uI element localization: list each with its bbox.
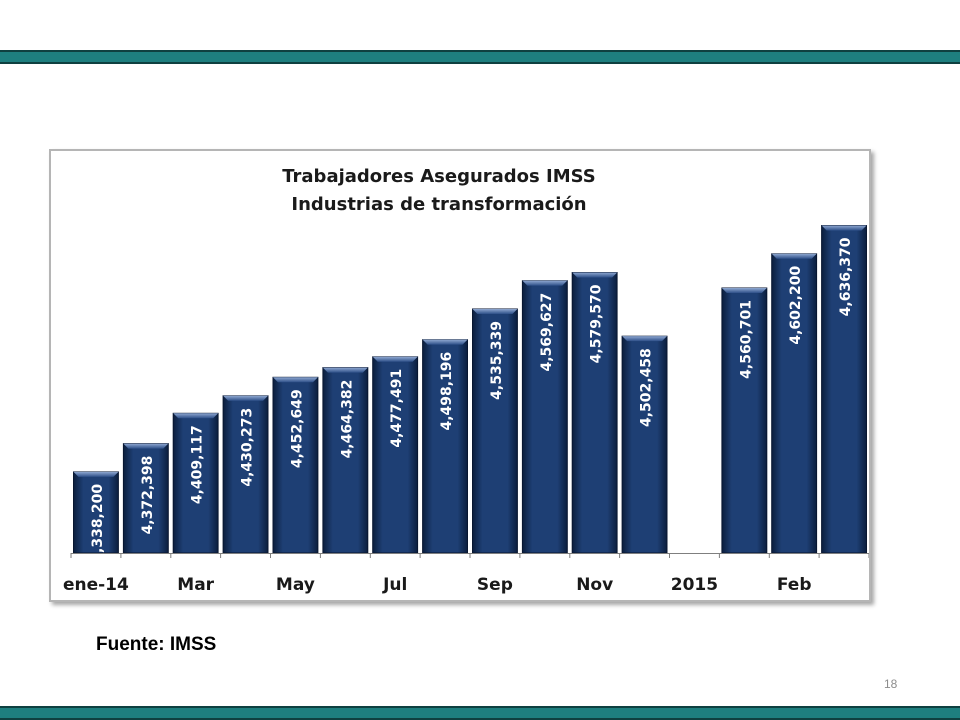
- chart-title: Trabajadores Asegurados IMSS: [282, 166, 596, 187]
- bar-bevel: [73, 471, 119, 477]
- bar-group: 4,602,200: [771, 253, 818, 554]
- bar-data-label: 4,579,570: [589, 284, 605, 363]
- bar-bevel: [771, 253, 817, 259]
- bar-chart: Trabajadores Asegurados IMSS Industrias …: [63, 166, 869, 595]
- bar: [222, 395, 269, 554]
- bar-group: 4,498,196: [422, 339, 469, 554]
- chart-frame: Trabajadores Asegurados IMSS Industrias …: [49, 149, 871, 602]
- bar-group: 4,409,117: [172, 412, 219, 554]
- x-tick-label: Jul: [382, 575, 407, 595]
- bar-data-label: 4,569,627: [539, 293, 555, 372]
- bar-data-label: 4,498,196: [439, 352, 455, 431]
- bar: [521, 280, 568, 554]
- x-tick-label: ene-14: [63, 575, 129, 595]
- bar-group: 4,430,273: [222, 395, 269, 554]
- bar-data-label: 4,409,117: [190, 425, 206, 504]
- bar-group: 4,477,491: [372, 356, 419, 554]
- bar-data-label: 4,477,491: [389, 369, 405, 448]
- bar-bevel: [472, 308, 518, 314]
- bar-data-label: 4,636,370: [838, 237, 854, 316]
- bar-group: 4,579,570: [571, 272, 618, 554]
- bar-data-label: 4,602,200: [788, 266, 804, 345]
- bar: [721, 287, 768, 554]
- bar-data-label: 4,452,649: [289, 389, 305, 468]
- bottom-accent-band: [0, 706, 960, 720]
- bar-data-label: 4,338,200: [90, 484, 106, 563]
- bar-bevel: [522, 280, 568, 286]
- bar: [621, 335, 668, 554]
- x-tick-label: Sep: [477, 575, 513, 595]
- bar-group: 4,338,200: [73, 471, 119, 563]
- page-number: 18: [884, 677, 898, 691]
- bar-data-label: 4,560,701: [738, 300, 754, 379]
- bar-data-label: 4,535,339: [489, 321, 505, 400]
- bar-bevel: [272, 377, 318, 383]
- bar-bevel: [721, 288, 767, 294]
- source-note: Fuente: IMSS: [96, 634, 217, 655]
- bar-data-label: 4,464,382: [339, 380, 355, 459]
- bar-group: 4,569,627: [521, 280, 568, 554]
- bar: [122, 443, 169, 554]
- x-tick-label: Mar: [177, 575, 214, 595]
- x-tick-label: May: [276, 575, 315, 595]
- x-tick-label: 2015: [671, 575, 718, 595]
- x-tick-label: Nov: [576, 575, 613, 595]
- bar-group: 4,636,370: [821, 225, 867, 554]
- bar-bevel: [173, 413, 219, 419]
- bar-bevel: [572, 272, 618, 278]
- bar-bevel: [622, 336, 668, 342]
- bar: [821, 225, 867, 554]
- bar-group: 4,502,458: [621, 335, 668, 554]
- bar-bevel: [322, 367, 368, 373]
- x-tick-label: Feb: [777, 575, 812, 595]
- bar: [73, 471, 119, 554]
- bar: [322, 367, 369, 554]
- bar: [422, 339, 469, 554]
- bar-data-label: 4,502,458: [639, 348, 655, 427]
- bar-group: 4,560,701: [721, 287, 768, 554]
- bar-bevel: [821, 225, 867, 231]
- bar: [571, 272, 618, 554]
- bar-bevel: [422, 339, 468, 345]
- bar-bevel: [372, 356, 418, 362]
- bar-data-label: 4,372,398: [140, 456, 156, 535]
- bar-group: 4,372,398: [122, 443, 169, 554]
- chart-subtitle: Industrias de transformación: [291, 194, 586, 215]
- bar-group: 4,464,382: [322, 367, 369, 554]
- bar-bevel: [123, 443, 169, 449]
- bar-bevel: [223, 395, 269, 401]
- bar-data-label: 4,430,273: [240, 408, 256, 487]
- top-accent-band: [0, 50, 960, 64]
- bar-group: 4,535,339: [472, 308, 518, 554]
- bar-group: 4,452,649: [272, 376, 319, 554]
